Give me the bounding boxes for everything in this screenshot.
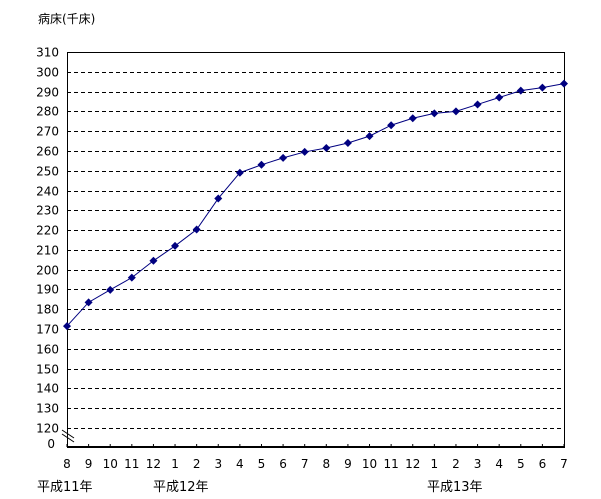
- x-tick-label: 1: [431, 457, 439, 471]
- y-tick-label: 260: [36, 145, 59, 159]
- x-tick-label: 7: [560, 457, 568, 471]
- y-tick-label: 250: [36, 165, 59, 179]
- y-tick-label: 300: [36, 66, 59, 80]
- x-tick-label: 8: [322, 457, 330, 471]
- data-point: [516, 86, 525, 95]
- x-tick-label: 5: [517, 457, 525, 471]
- x-tick-label: 1: [171, 457, 179, 471]
- x-tick-label: 11: [124, 457, 139, 471]
- x-tick-label: 5: [258, 457, 266, 471]
- data-point: [279, 153, 288, 162]
- x-tick-label: 4: [236, 457, 244, 471]
- y-tick-label: 220: [36, 224, 59, 238]
- y-tick-label: 280: [36, 105, 59, 119]
- data-point: [430, 109, 439, 118]
- x-tick-label: 12: [146, 457, 161, 471]
- data-point: [408, 114, 417, 123]
- y-tick-label: 150: [36, 363, 59, 377]
- x-tick-label: 10: [103, 457, 118, 471]
- y-tick-label: 270: [36, 125, 59, 139]
- year-label: 平成11年: [37, 480, 93, 495]
- data-point: [106, 285, 115, 294]
- year-label: 平成12年: [153, 480, 209, 495]
- x-tick-label: 4: [495, 457, 503, 471]
- y-tick-label: 290: [36, 86, 59, 100]
- series-line: [66, 83, 565, 327]
- data-point: [257, 160, 266, 169]
- data-point: [63, 322, 71, 331]
- y-tick-label-zero: 0: [47, 437, 55, 451]
- x-tick-label: 11: [383, 457, 398, 471]
- x-tick-label: 2: [452, 457, 460, 471]
- y-tick-label: 120: [36, 422, 59, 436]
- y-tick-label: 160: [36, 343, 59, 357]
- data-point: [473, 100, 482, 109]
- x-tick-label: 10: [362, 457, 377, 471]
- y-tick-label: 200: [36, 264, 59, 278]
- data-point: [84, 298, 93, 307]
- x-tick-label: 8: [63, 457, 71, 471]
- data-point: [495, 93, 504, 102]
- x-tick-label: 12: [405, 457, 420, 471]
- data-point: [171, 241, 180, 250]
- y-tick-label: 170: [36, 323, 59, 337]
- y-tick-label: 240: [36, 185, 59, 199]
- year-label: 平成13年: [427, 480, 483, 495]
- y-axis-label: 病床(千床): [38, 12, 96, 26]
- y-tick-label: 230: [36, 204, 59, 218]
- data-point: [192, 225, 201, 234]
- data-point: [127, 273, 136, 282]
- x-tick-label: 3: [214, 457, 222, 471]
- axis-break-mark: [61, 433, 75, 443]
- data-point: [149, 256, 158, 265]
- data-point: [451, 107, 460, 116]
- data-point: [538, 83, 547, 92]
- y-tick-label: 210: [36, 244, 59, 258]
- x-tick-label: 9: [85, 457, 93, 471]
- data-point: [343, 139, 352, 148]
- data-point: [365, 132, 374, 141]
- x-tick-label: 3: [474, 457, 482, 471]
- y-tick-label: 190: [36, 283, 59, 297]
- y-tick-label: 180: [36, 303, 59, 317]
- y-tick-label: 140: [36, 382, 59, 396]
- y-tick-label: 310: [36, 46, 59, 60]
- data-point: [387, 121, 396, 130]
- x-tick-label: 7: [301, 457, 309, 471]
- x-tick-label: 6: [279, 457, 287, 471]
- x-tick-label: 6: [539, 457, 547, 471]
- data-point: [235, 168, 244, 177]
- y-tick-label: 130: [36, 402, 59, 416]
- x-tick-label: 2: [193, 457, 201, 471]
- x-tick-label: 9: [344, 457, 352, 471]
- data-point: [300, 147, 309, 156]
- data-point: [214, 194, 223, 203]
- axis-break-mark: [61, 429, 75, 439]
- data-point: [560, 79, 568, 88]
- data-point: [322, 143, 331, 152]
